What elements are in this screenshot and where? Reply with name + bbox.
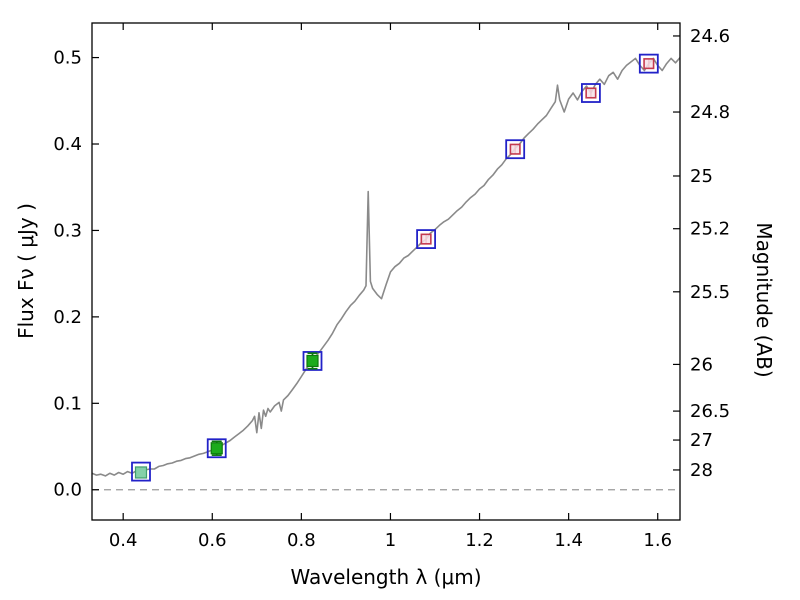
x-tick-label: 1.6 bbox=[643, 530, 672, 551]
x-tick-label: 1.2 bbox=[465, 530, 494, 551]
predicted-photometry-marker bbox=[643, 58, 655, 70]
y-axis-label-magnitude: Magnitude (AB) bbox=[752, 222, 776, 378]
x-tick-label: 1 bbox=[385, 530, 396, 551]
plot-border bbox=[91, 22, 681, 521]
x-ticks: 0.4 0.6 0.8 1 1.2 1.4 1.6 bbox=[109, 23, 672, 551]
y-tick-label-right: 25 bbox=[690, 166, 713, 187]
predicted-photometry-marker bbox=[420, 233, 432, 245]
model-photometry-marker bbox=[416, 229, 436, 249]
model-photometry-marker bbox=[302, 351, 323, 371]
model-photometry-markers bbox=[131, 53, 659, 482]
observed-photometry-marker bbox=[306, 354, 319, 368]
y-ticks-left: 0.0 0.1 0.2 0.3 0.4 0.5 bbox=[53, 48, 99, 501]
y-tick-label-left: 0.1 bbox=[53, 393, 82, 414]
predicted-photometry-marker bbox=[585, 87, 597, 99]
y-tick-label-left: 0.5 bbox=[53, 48, 82, 69]
x-tick-label: 0.4 bbox=[109, 530, 138, 551]
y-tick-label-left: 0.2 bbox=[53, 307, 82, 328]
model-photometry-marker bbox=[131, 461, 151, 482]
y-tick-label-right: 27 bbox=[690, 430, 713, 451]
observed-photometry-marker bbox=[210, 442, 223, 455]
model-photometry-marker bbox=[638, 53, 659, 74]
y-tick-label-right: 26.5 bbox=[690, 401, 730, 422]
y-tick-label-left: 0.4 bbox=[53, 134, 82, 155]
y-tick-label-right: 25.2 bbox=[690, 219, 730, 240]
y-tick-label-right: 24.6 bbox=[690, 26, 730, 47]
x-axis-label: Wavelength λ (μm) bbox=[290, 565, 482, 589]
x-tick-label: 0.8 bbox=[287, 530, 316, 551]
y-tick-label-right: 28 bbox=[690, 460, 713, 481]
y-tick-label-left: 0.3 bbox=[53, 220, 82, 241]
observed-photometry-markers bbox=[134, 352, 319, 479]
y-tick-label-left: 0.0 bbox=[53, 480, 82, 501]
predicted-photometry-markers bbox=[420, 58, 655, 245]
model-photometry-marker bbox=[206, 438, 227, 459]
x-tick-label: 1.4 bbox=[554, 530, 583, 551]
spectrum-line bbox=[92, 57, 680, 477]
x-tick-label: 0.6 bbox=[198, 530, 227, 551]
observed-photometry-marker bbox=[134, 466, 148, 479]
y-axis-label-flux: Flux Fν ( μJy ) bbox=[14, 203, 38, 339]
y-tick-label-right: 26 bbox=[690, 354, 713, 375]
y-tick-label-right: 24.8 bbox=[690, 102, 730, 123]
model-photometry-marker bbox=[505, 139, 526, 160]
y-ticks-right: 24.6 24.8 25 25.2 25.5 26 26.5 27 28 bbox=[673, 26, 730, 481]
predicted-photometry-marker bbox=[509, 143, 521, 155]
y-tick-label-right: 25.5 bbox=[690, 282, 730, 303]
model-photometry-marker bbox=[581, 83, 601, 103]
